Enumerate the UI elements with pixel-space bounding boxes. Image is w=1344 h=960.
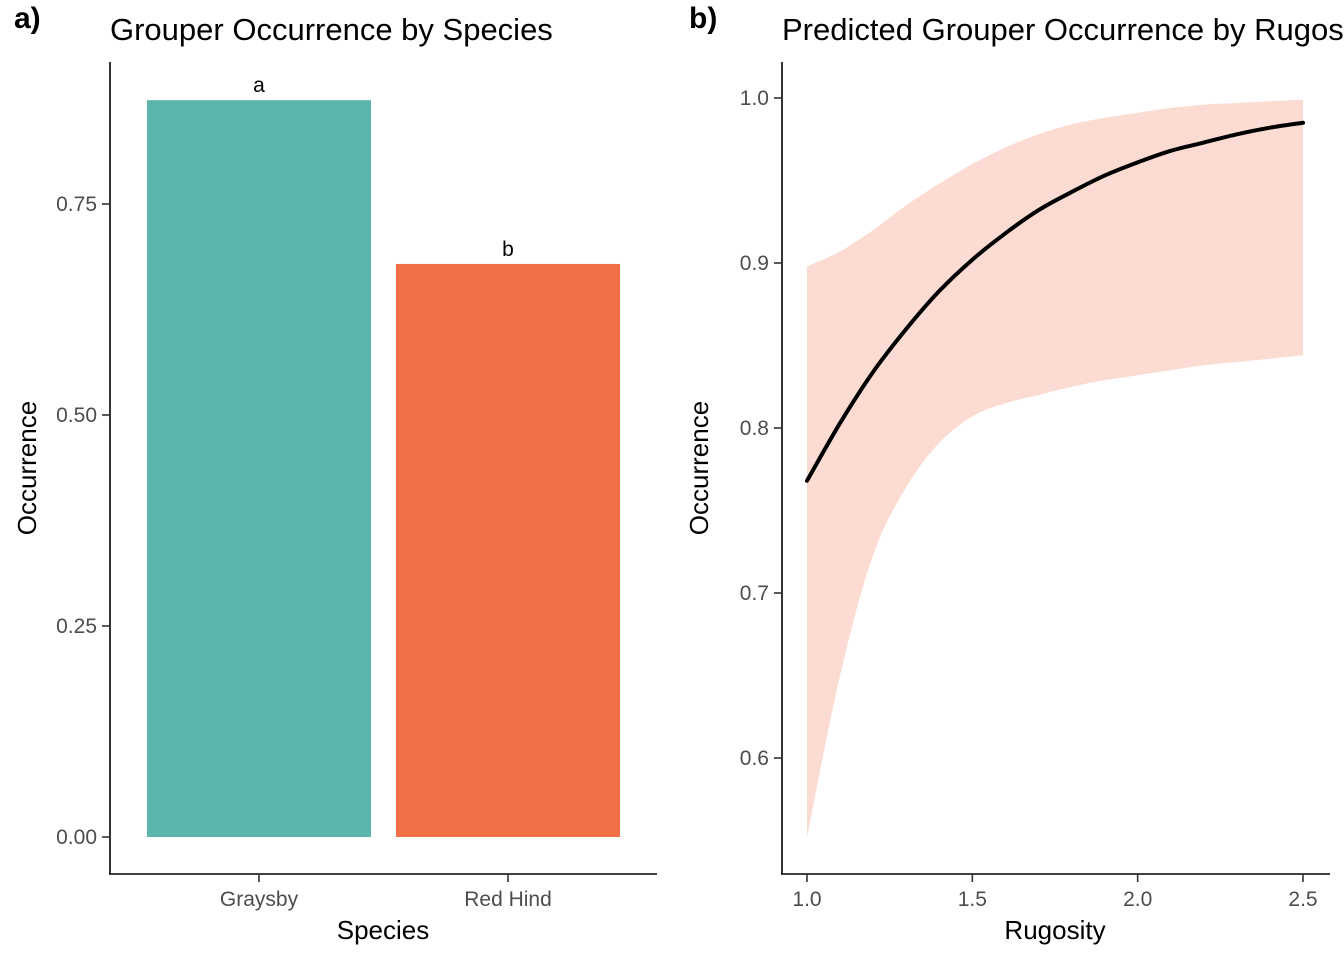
panel-b-title: Predicted Grouper Occurrence by Rugosity (782, 12, 1344, 47)
panel-b-y-axis-title: Occurrence (684, 401, 714, 535)
y-tick-label: 1.0 (740, 87, 769, 110)
y-tick-label: 0.9 (740, 252, 769, 275)
y-tick-label: 0.6 (740, 747, 769, 770)
panel-b-x-axis-title: Rugosity (1004, 915, 1105, 945)
x-tick-label: 2.5 (1288, 888, 1317, 911)
x-tick-label: 1.0 (792, 888, 821, 911)
bar-label-graysby: a (253, 74, 265, 97)
confidence-ribbon (807, 99, 1303, 838)
panel-a-tag: a) (14, 2, 41, 35)
y-tick-label: 0.25 (56, 615, 97, 638)
bar-graysby (147, 100, 371, 838)
panel-a-x-axis-title: Species (337, 915, 430, 945)
x-tick-label: 1.5 (958, 888, 987, 911)
panel-a-title: Grouper Occurrence by Species (110, 12, 553, 47)
bar-label-red-hind: b (502, 238, 514, 261)
y-tick-label: 0.7 (740, 582, 769, 605)
panel-b-tag: b) (689, 2, 717, 35)
panel-b-line-chart: b) Predicted Grouper Occurrence by Rugos… (684, 2, 1344, 945)
y-tick-label: 0.8 (740, 417, 769, 440)
x-tick-label: Graysby (220, 888, 299, 911)
x-tick-label: 2.0 (1123, 888, 1152, 911)
x-tick-label: Red Hind (464, 888, 552, 911)
y-tick-label: 0.50 (56, 404, 97, 427)
bar-red-hind (396, 263, 620, 837)
y-tick-label: 0.75 (56, 193, 97, 216)
panel-a-y-axis-title: Occurrence (12, 401, 42, 535)
panel-a-bar-chart: a) Grouper Occurrence by Species a b 0.00… (12, 2, 657, 945)
prediction-line (805, 120, 1305, 483)
y-tick-label: 0.00 (56, 826, 97, 849)
